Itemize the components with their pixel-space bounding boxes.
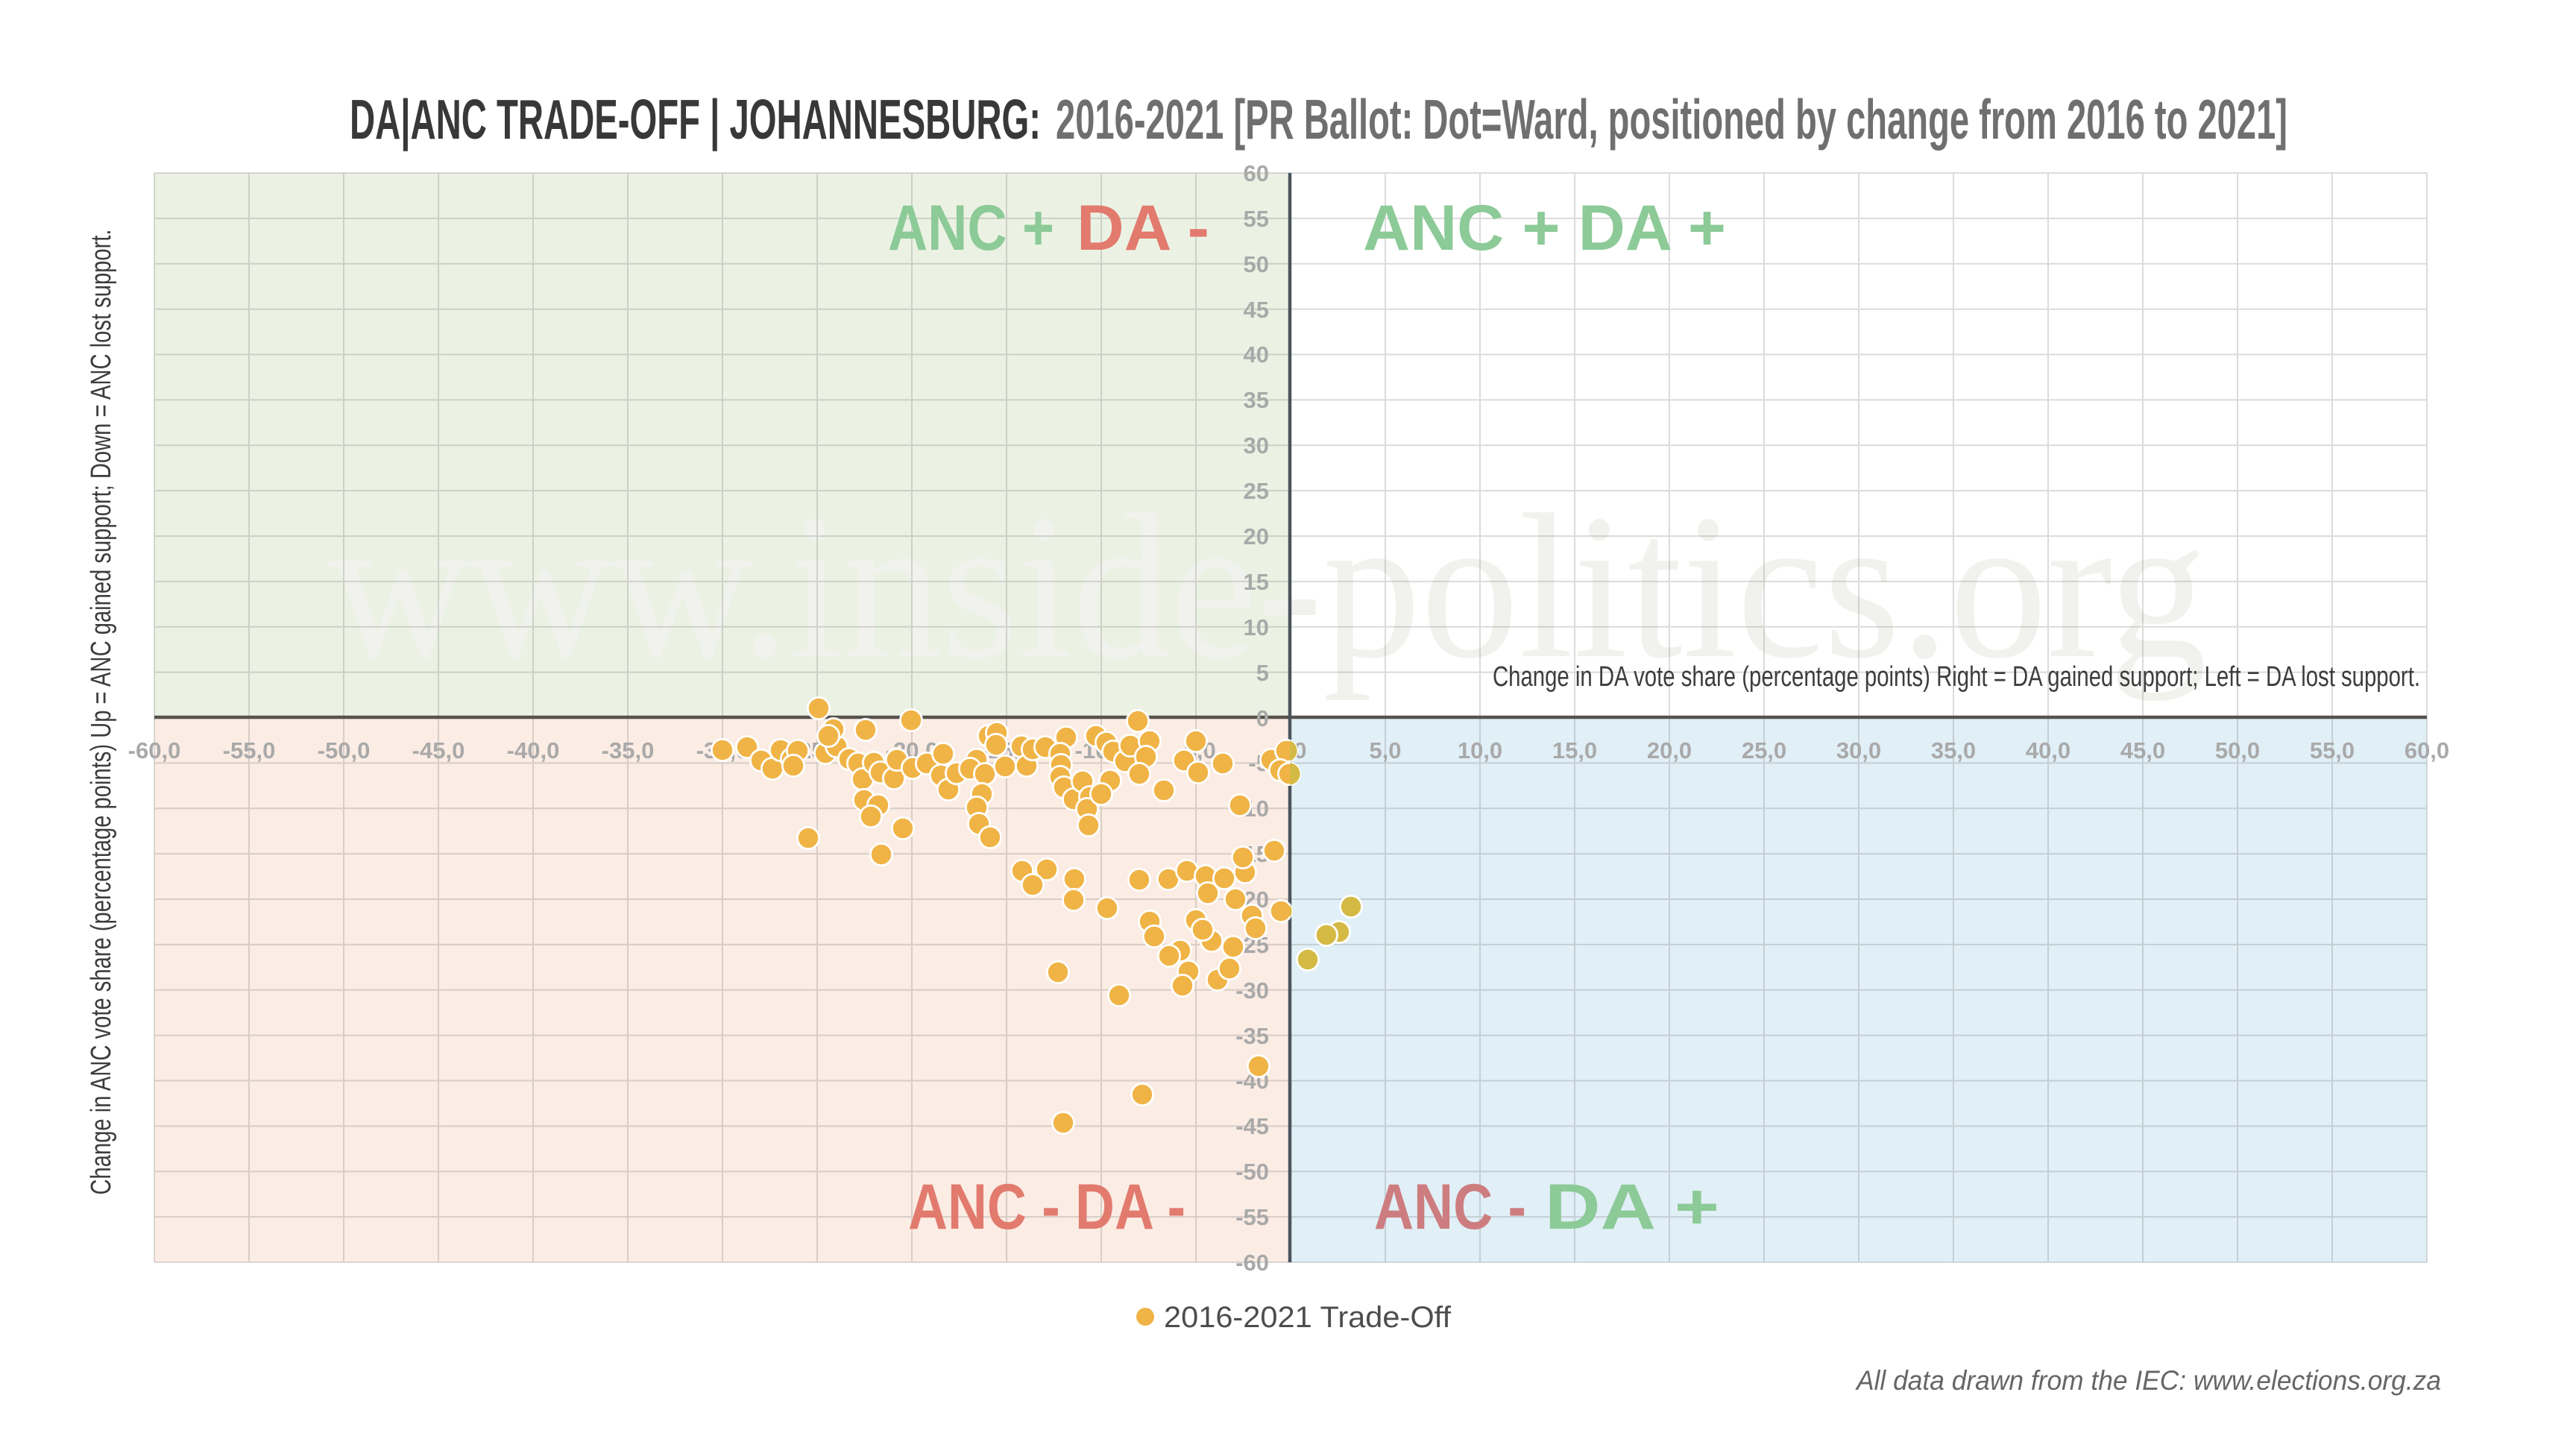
svg-text:-45,0: -45,0 — [412, 737, 465, 763]
svg-text:-50,0: -50,0 — [318, 737, 371, 763]
svg-text:15,0: 15,0 — [1552, 737, 1597, 763]
svg-text:ANC +: ANC + — [888, 192, 1054, 264]
svg-text:20: 20 — [1244, 523, 1269, 549]
svg-text:DA|ANC TRADE-OFF | JOHANNESBUR: DA|ANC TRADE-OFF | JOHANNESBURG: — [350, 88, 1041, 151]
svg-text:45,0: 45,0 — [2120, 737, 2165, 763]
svg-text:10: 10 — [1244, 614, 1269, 640]
svg-text:45: 45 — [1244, 297, 1269, 323]
svg-text:2016-2021 [PR Ballot: Dot=Ward: 2016-2021 [PR Ballot: Dot=Ward, position… — [1056, 88, 2287, 151]
svg-text:50,0: 50,0 — [2215, 737, 2260, 763]
svg-text:60: 60 — [1244, 160, 1269, 186]
svg-text:25,0: 25,0 — [1742, 737, 1786, 763]
svg-text:-30: -30 — [1235, 977, 1269, 1004]
svg-text:DA -: DA - — [1077, 192, 1209, 264]
svg-text:All data drawn from the IEC: w: All data drawn from the IEC: www.electio… — [1855, 1365, 2441, 1396]
svg-text:25: 25 — [1244, 478, 1269, 504]
svg-text:-60,0: -60,0 — [128, 737, 181, 763]
svg-text:40,0: 40,0 — [2026, 737, 2070, 763]
svg-text:2016-2021 Trade-Off: 2016-2021 Trade-Off — [1164, 1301, 1452, 1334]
svg-text:35,0: 35,0 — [1931, 737, 1976, 763]
svg-text:0: 0 — [1256, 705, 1269, 731]
svg-text:-50: -50 — [1235, 1159, 1269, 1185]
svg-text:50: 50 — [1244, 251, 1269, 277]
svg-text:55,0: 55,0 — [2310, 737, 2355, 763]
svg-text:40: 40 — [1244, 341, 1269, 368]
svg-text:5: 5 — [1256, 660, 1269, 686]
svg-text:-55,0: -55,0 — [223, 737, 276, 763]
svg-text:-55: -55 — [1235, 1204, 1269, 1230]
svg-text:DA +: DA + — [1545, 1171, 1719, 1243]
svg-text:-35,0: -35,0 — [602, 737, 655, 763]
svg-text:www.inside-politics.org: www.inside-politics.org — [328, 472, 2207, 702]
svg-text:10,0: 10,0 — [1458, 737, 1502, 763]
svg-text:Change in ANC vote share (perc: Change in ANC vote share (percentage poi… — [86, 230, 117, 1195]
svg-text:ANC - DA -: ANC - DA - — [908, 1171, 1185, 1243]
svg-text:-60: -60 — [1235, 1250, 1269, 1276]
svg-text:35: 35 — [1244, 387, 1269, 413]
svg-text:20,0: 20,0 — [1647, 737, 1692, 763]
svg-text:Change in DA vote share (perce: Change in DA vote share (percentage poin… — [1493, 661, 2420, 693]
svg-text:60,0: 60,0 — [2405, 737, 2449, 763]
svg-text:30: 30 — [1244, 432, 1269, 459]
svg-text:ANC + DA +: ANC + DA + — [1363, 192, 1726, 264]
svg-text:-40,0: -40,0 — [507, 737, 560, 763]
svg-text:55: 55 — [1244, 206, 1269, 232]
svg-text:-45: -45 — [1235, 1113, 1269, 1139]
svg-text:30,0: 30,0 — [1836, 737, 1881, 763]
svg-text:ANC -: ANC - — [1374, 1171, 1526, 1243]
svg-text:15: 15 — [1244, 569, 1269, 595]
svg-text:-35: -35 — [1235, 1023, 1269, 1049]
svg-text:5,0: 5,0 — [1369, 737, 1401, 763]
